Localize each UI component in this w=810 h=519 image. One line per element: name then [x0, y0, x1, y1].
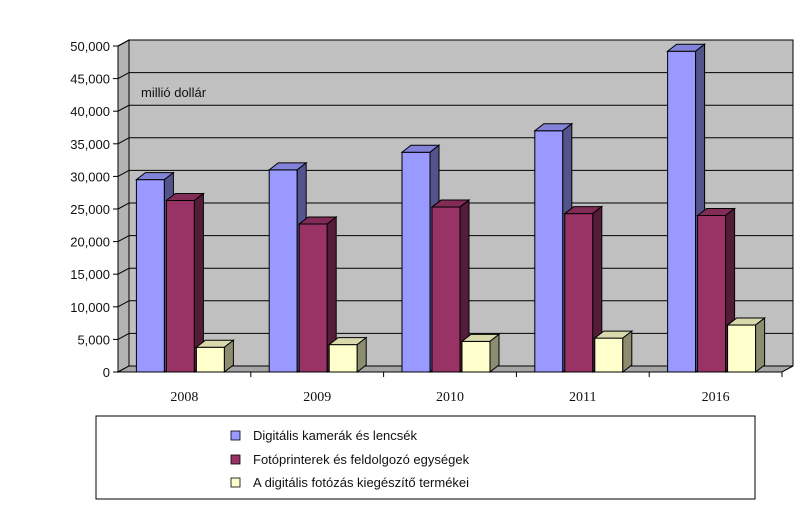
bar: [726, 317, 767, 374]
y-tick-label: 45,000: [70, 72, 110, 87]
y-tick-label: 30,000: [70, 169, 110, 184]
unit-annotation: millió dollár: [141, 85, 207, 100]
bar-side: [223, 339, 234, 374]
x-tick-label: 2010: [436, 390, 464, 405]
bar-front: [268, 169, 298, 373]
bar-side: [356, 336, 367, 374]
bar: [460, 333, 501, 374]
legend-item: A digitális fotózás kiegészítő termékei: [230, 475, 469, 490]
legend-label-0: Digitális kamerák és lencsék: [253, 428, 418, 443]
legend-box: [95, 415, 756, 500]
legend-item: Digitális kamerák és lencsék: [230, 428, 418, 443]
y-tick-label: 25,000: [70, 202, 110, 217]
bar-side: [489, 333, 500, 374]
bar-front: [165, 200, 195, 373]
y-tick-label: 40,000: [70, 104, 110, 119]
x-axis-labels: 2008 2009 2010 2011 2016: [170, 372, 783, 405]
bar-front: [461, 340, 491, 373]
x-tick-label: 2016: [702, 390, 730, 405]
y-tick-label: 5,000: [77, 332, 110, 347]
bar-side: [755, 317, 766, 374]
bar-side: [622, 330, 633, 374]
bar: [327, 336, 368, 374]
gridline: [117, 39, 793, 47]
legend-swatch-1: [230, 454, 241, 465]
x-tick-label: 2009: [303, 390, 331, 405]
bar-front: [135, 179, 165, 373]
bars: [134, 43, 767, 374]
x-tick-label: 2008: [170, 390, 198, 405]
legend-label-2: A digitális fotózás kiegészítő termékei: [253, 475, 469, 490]
legend-swatch-2: [230, 477, 241, 488]
x-tick-label: 2011: [569, 390, 596, 405]
bar: [297, 215, 338, 374]
bar-front: [195, 346, 225, 373]
bar: [267, 161, 308, 374]
y-tick-label: 10,000: [70, 300, 110, 315]
gridline: [117, 104, 793, 112]
legend: Digitális kamerák és lencsék Fotóprinter…: [95, 415, 756, 500]
bar-front: [667, 50, 697, 373]
bar-front: [431, 206, 461, 373]
legend-swatch-0: [230, 430, 241, 441]
gridline: [117, 72, 793, 80]
legend-item: Fotóprinterek és feldolgozó egységek: [230, 452, 470, 467]
legend-label-1: Fotóprinterek és feldolgozó egységek: [253, 452, 470, 467]
bar: [430, 199, 471, 374]
bar-front: [594, 337, 624, 373]
bar-front: [564, 213, 594, 373]
bar: [593, 330, 634, 374]
bar: [164, 192, 205, 374]
bar: [194, 339, 235, 374]
bar-front: [727, 324, 757, 373]
bar-front: [534, 130, 564, 373]
y-tick-label: 15,000: [70, 267, 110, 282]
y-tick-label: 35,000: [70, 137, 110, 152]
y-tick-label: 20,000: [70, 235, 110, 250]
bar-front: [401, 151, 431, 373]
bar-front: [697, 215, 727, 373]
y-tick-label: 0: [103, 365, 110, 380]
bar: [563, 205, 604, 374]
bar-front: [328, 344, 358, 373]
y-tick-label: 50,000: [70, 39, 110, 54]
bar-front: [298, 223, 328, 373]
